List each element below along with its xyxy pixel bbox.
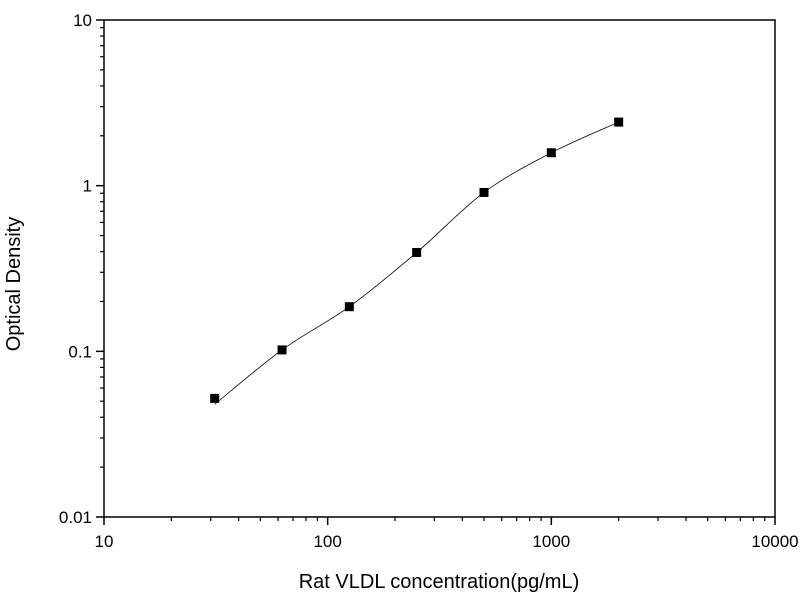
x-axis-label: Rat VLDL concentration(pg/mL)	[299, 571, 580, 593]
x-tick-label: 10	[95, 532, 114, 551]
x-tick-label: 10000	[751, 532, 798, 551]
data-point	[546, 148, 556, 158]
plot-frame	[103, 19, 776, 518]
data-point	[277, 345, 287, 355]
y-tick-label: 1	[83, 177, 92, 196]
x-tick-label: 1000	[532, 532, 570, 551]
data-point	[479, 187, 489, 197]
data-point	[412, 247, 422, 257]
x-tick-label: 100	[313, 532, 341, 551]
y-axis-label: Optical Density	[3, 217, 25, 352]
y-tick-label: 10	[73, 11, 92, 30]
data-points	[210, 117, 624, 403]
data-point	[344, 302, 354, 312]
fit-curve	[214, 121, 619, 405]
data-point	[210, 393, 220, 403]
y-tick-label: 0.1	[68, 342, 92, 361]
data-point	[614, 117, 624, 127]
axes: 10 100 1000 10000 0.01 0.1 1 10	[59, 11, 799, 551]
y-tick-label: 0.01	[59, 508, 92, 527]
